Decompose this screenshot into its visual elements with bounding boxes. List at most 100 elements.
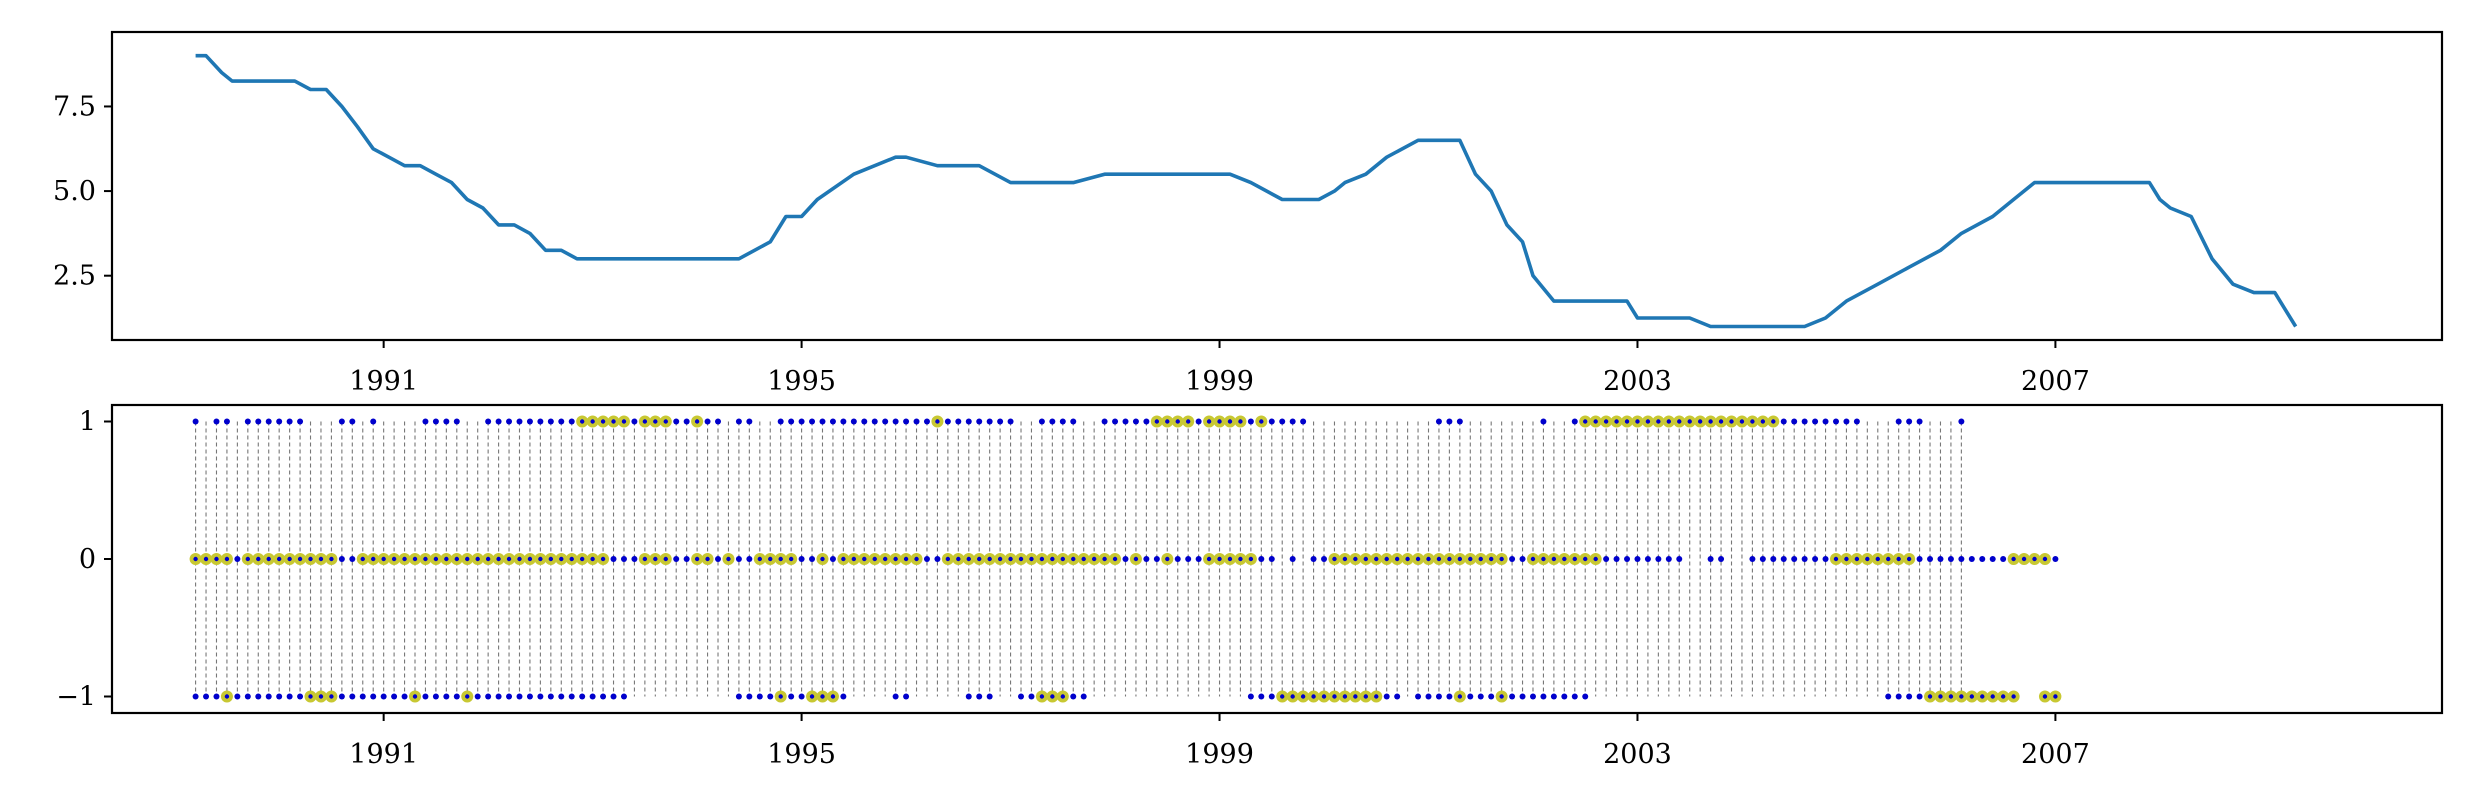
- blue-point: [1540, 418, 1547, 425]
- top-axes-frame: [110, 30, 2444, 342]
- blue-point-center: [1457, 694, 1463, 699]
- blue-point: [485, 693, 492, 700]
- blue-point-center: [538, 556, 543, 562]
- blue-point-center: [663, 419, 668, 424]
- blue-point: [631, 418, 638, 425]
- blue-point-center: [1530, 556, 1536, 562]
- blue-point-center: [1154, 419, 1160, 424]
- blue-point: [1571, 693, 1578, 700]
- blue-point: [735, 418, 742, 425]
- blue-point-center: [1447, 556, 1452, 562]
- blue-point-center: [1374, 694, 1379, 699]
- blue-point-center: [329, 556, 334, 562]
- blue-point: [1822, 418, 1829, 425]
- blue-point-center: [1551, 556, 1557, 562]
- blue-point-center: [1280, 694, 1285, 699]
- blue-point: [683, 556, 690, 562]
- blue-point: [1435, 418, 1442, 425]
- blue-point: [1028, 693, 1035, 700]
- blue-point-center: [705, 556, 710, 562]
- blue-point: [1718, 556, 1725, 562]
- blue-point: [1425, 693, 1432, 700]
- blue-point: [234, 693, 241, 700]
- blue-point: [1488, 693, 1495, 700]
- blue-point-center: [1311, 694, 1316, 699]
- blue-point: [1759, 556, 1766, 562]
- blue-point-center: [1990, 694, 1995, 699]
- blue-point-center: [1353, 694, 1358, 699]
- blue-point: [338, 693, 345, 700]
- blue-point-center: [454, 556, 459, 562]
- blue-point-center: [579, 419, 585, 424]
- blue-point: [715, 556, 722, 562]
- blue-point: [610, 693, 617, 700]
- blue-point: [1446, 418, 1453, 425]
- blue-point-center: [412, 556, 418, 562]
- blue-point: [1561, 693, 1568, 700]
- blue-point-center: [402, 556, 407, 562]
- blue-point-center: [1363, 556, 1369, 562]
- blue-point: [829, 556, 836, 562]
- blue-point: [192, 693, 199, 700]
- blue-point-center: [1499, 556, 1504, 562]
- blue-point: [558, 693, 565, 700]
- blue-point-center: [308, 556, 313, 562]
- blue-point: [1080, 693, 1087, 700]
- top-line-chart-panel: 2.5 5.0 7.5 1991 1995 1999 2003 2007: [53, 30, 2444, 397]
- bottom-scatter-panel: −1 0 1 1991 1995 1999 2003 2007: [56, 403, 2444, 770]
- blue-point-center: [1927, 694, 1933, 699]
- blue-point: [1770, 556, 1777, 562]
- blue-point-center: [318, 694, 324, 699]
- blue-point: [767, 693, 774, 700]
- blue-point-center: [1206, 556, 1212, 562]
- blue-point-center: [809, 694, 815, 699]
- blue-point-center: [611, 419, 616, 424]
- blue-point-center: [768, 556, 773, 562]
- blue-point: [1529, 693, 1536, 700]
- bottom-y-tick-label: −1: [56, 682, 96, 713]
- blue-point-center: [287, 556, 292, 562]
- blue-point: [1143, 418, 1150, 425]
- blue-point: [892, 693, 899, 700]
- top-x-axis: 1991 1995 1999 2003 2007: [349, 340, 2090, 397]
- blue-point: [965, 693, 972, 700]
- blue-point: [1112, 418, 1119, 425]
- blue-point-center: [1018, 556, 1024, 562]
- blue-point: [1289, 556, 1296, 562]
- blue-point: [1467, 693, 1474, 700]
- blue-point-center: [1865, 556, 1870, 562]
- blue-point-center: [1980, 694, 1985, 699]
- blue-point: [558, 418, 565, 425]
- blue-point: [809, 556, 816, 562]
- blue-point: [516, 693, 523, 700]
- blue-point-center: [224, 694, 230, 699]
- blue-point: [1540, 693, 1547, 700]
- blue-point: [1895, 418, 1902, 425]
- blue-point: [1644, 556, 1651, 562]
- blue-point-center: [1969, 694, 1975, 699]
- blue-point-center: [475, 556, 480, 562]
- blue-point: [631, 556, 638, 562]
- blue-point-center: [726, 556, 731, 562]
- blue-point: [683, 418, 690, 425]
- blue-point: [338, 418, 345, 425]
- blue-point-center: [1050, 556, 1055, 562]
- blue-point-center: [830, 694, 836, 699]
- blue-point-center: [2021, 556, 2027, 562]
- blue-point-center: [1697, 419, 1703, 424]
- blue-point: [1613, 556, 1620, 562]
- blue-point: [589, 693, 596, 700]
- blue-point-center: [1248, 556, 1254, 562]
- blue-point-center: [1488, 556, 1494, 562]
- top-y-tick-label: 5.0: [53, 176, 96, 207]
- blue-point: [1456, 418, 1463, 425]
- blue-point: [276, 418, 283, 425]
- blue-point-center: [1039, 556, 1045, 562]
- blue-point: [422, 693, 429, 700]
- blue-point-center: [1938, 694, 1943, 699]
- blue-point: [255, 693, 262, 700]
- blue-point: [1132, 418, 1139, 425]
- blue-point: [715, 418, 722, 425]
- blue-point: [913, 418, 920, 425]
- blue-point-center: [1436, 556, 1442, 562]
